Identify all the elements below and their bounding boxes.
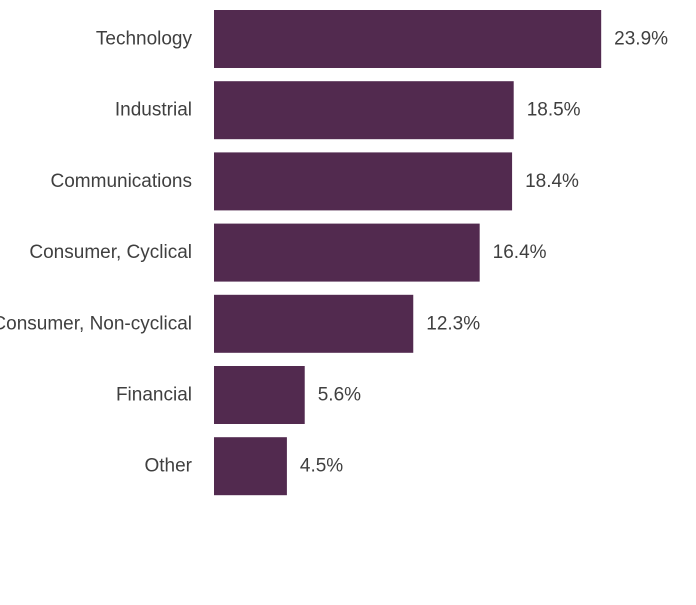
category-label-6: Other — [144, 456, 192, 477]
value-label-6: 4.5% — [300, 456, 343, 477]
value-label-1: 18.5% — [527, 100, 581, 121]
value-label-4: 12.3% — [426, 313, 480, 334]
value-label-5: 5.6% — [318, 385, 361, 406]
value-label-2: 18.4% — [525, 171, 579, 192]
category-label-3: Consumer, Cyclical — [29, 242, 192, 263]
bar-3 — [214, 223, 480, 282]
category-label-2: Communications — [51, 171, 193, 192]
bar-1 — [214, 81, 514, 140]
bar-2 — [214, 152, 513, 211]
bar-4 — [214, 294, 414, 353]
category-label-1: Industrial — [115, 100, 192, 121]
value-label-0: 23.9% — [614, 29, 668, 50]
value-label-3: 16.4% — [493, 242, 547, 263]
bar-0 — [214, 10, 602, 68]
category-label-0: Technology — [96, 29, 193, 50]
category-label-5: Financial — [116, 385, 192, 406]
bar-6 — [214, 437, 287, 496]
category-label-4: Consumer, Non-cyclical — [0, 313, 192, 334]
bar-5 — [214, 366, 305, 424]
